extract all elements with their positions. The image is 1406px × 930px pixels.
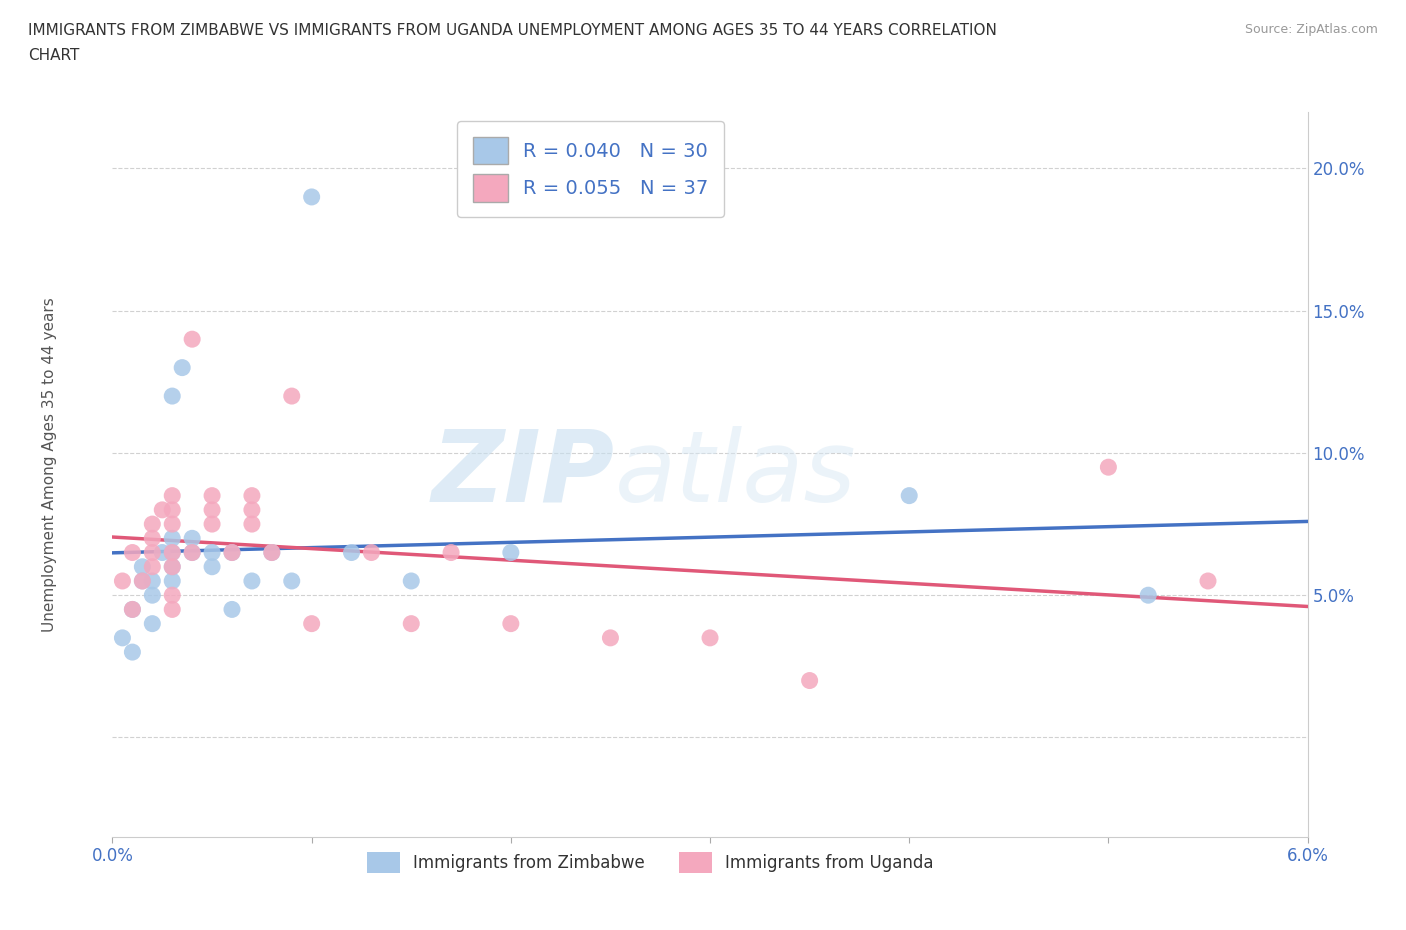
Point: [699, 631, 721, 645]
Point: [131, 574, 153, 589]
Point: [150, 545, 173, 560]
Point: [301, 190, 323, 205]
Point: [340, 545, 363, 560]
Point: [162, 488, 183, 503]
Point: [150, 502, 173, 517]
Point: [141, 559, 163, 574]
Point: [162, 602, 183, 617]
Point: [281, 389, 304, 404]
Point: [1197, 574, 1219, 589]
Legend: Immigrants from Zimbabwe, Immigrants from Uganda: Immigrants from Zimbabwe, Immigrants fro…: [360, 845, 941, 880]
Point: [162, 502, 183, 517]
Point: [162, 545, 183, 560]
Point: [162, 588, 183, 603]
Point: [201, 559, 224, 574]
Point: [401, 617, 423, 631]
Point: [162, 545, 183, 560]
Point: [1137, 588, 1160, 603]
Point: [240, 517, 263, 532]
Point: [141, 588, 163, 603]
Point: [898, 488, 921, 503]
Point: [799, 673, 821, 688]
Point: [401, 574, 423, 589]
Point: [221, 602, 243, 617]
Text: atlas: atlas: [614, 426, 856, 523]
Point: [181, 545, 204, 560]
Point: [162, 559, 183, 574]
Point: [162, 559, 183, 574]
Text: IMMIGRANTS FROM ZIMBABWE VS IMMIGRANTS FROM UGANDA UNEMPLOYMENT AMONG AGES 35 TO: IMMIGRANTS FROM ZIMBABWE VS IMMIGRANTS F…: [28, 23, 997, 38]
Point: [201, 488, 224, 503]
Text: Unemployment Among Ages 35 to 44 years: Unemployment Among Ages 35 to 44 years: [42, 298, 56, 632]
Point: [181, 545, 204, 560]
Point: [240, 574, 263, 589]
Point: [240, 488, 263, 503]
Point: [141, 574, 163, 589]
Point: [281, 574, 304, 589]
Point: [221, 545, 243, 560]
Point: [141, 517, 163, 532]
Text: Source: ZipAtlas.com: Source: ZipAtlas.com: [1244, 23, 1378, 36]
Point: [141, 531, 163, 546]
Point: [121, 545, 143, 560]
Point: [201, 517, 224, 532]
Point: [181, 531, 204, 546]
Point: [162, 574, 183, 589]
Point: [141, 545, 163, 560]
Text: ZIP: ZIP: [432, 426, 614, 523]
Point: [131, 559, 153, 574]
Point: [181, 332, 204, 347]
Point: [172, 360, 194, 375]
Point: [221, 545, 243, 560]
Text: CHART: CHART: [28, 48, 80, 63]
Point: [260, 545, 283, 560]
Point: [141, 617, 163, 631]
Point: [360, 545, 382, 560]
Point: [260, 545, 283, 560]
Point: [121, 602, 143, 617]
Point: [499, 545, 522, 560]
Point: [131, 574, 153, 589]
Point: [240, 502, 263, 517]
Point: [1097, 459, 1119, 474]
Point: [111, 631, 134, 645]
Point: [440, 545, 463, 560]
Point: [162, 517, 183, 532]
Point: [301, 617, 323, 631]
Point: [121, 602, 143, 617]
Point: [499, 617, 522, 631]
Point: [599, 631, 621, 645]
Point: [162, 389, 183, 404]
Point: [121, 644, 143, 659]
Point: [111, 574, 134, 589]
Point: [162, 531, 183, 546]
Point: [201, 545, 224, 560]
Point: [201, 502, 224, 517]
